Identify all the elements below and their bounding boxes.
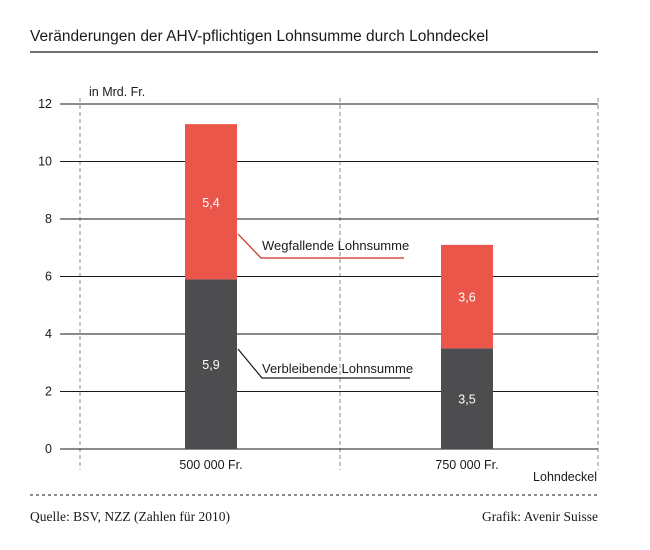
y-tick-label-0: 0 xyxy=(45,442,52,456)
x-axis-categories: 500 000 Fr. 750 000 Fr. xyxy=(179,458,498,472)
data-labels: 5,9 5,4 3,5 3,6 xyxy=(202,196,475,407)
bar-verbleibend-0 xyxy=(185,279,237,449)
data-label-wegfallend-0: 5,4 xyxy=(202,196,219,210)
series-annotations: Wegfallende Lohnsumme Verbleibende Lohnsu… xyxy=(237,233,413,379)
series-label-verbleibend: Verbleibende Lohnsumme xyxy=(262,361,413,376)
y-tick-label-6: 6 xyxy=(45,270,52,284)
y-tick-label-12: 12 xyxy=(38,97,52,111)
source-note: Quelle: BSV, NZZ (Zahlen für 2010) xyxy=(30,509,230,524)
bar-wegfallend-0 xyxy=(185,124,237,280)
y-tick-label-10: 10 xyxy=(38,155,52,169)
bar-wegfallend-1 xyxy=(441,244,493,349)
data-label-wegfallend-1: 3,6 xyxy=(458,291,475,305)
x-category-label-1: 750 000 Fr. xyxy=(435,458,498,472)
data-label-verbleibend-0: 5,9 xyxy=(202,358,219,372)
leader-line-wegfallend xyxy=(237,233,404,259)
bar-verbleibend-1 xyxy=(441,348,493,449)
data-label-verbleibend-1: 3,5 xyxy=(458,393,475,407)
y-tick-label-2: 2 xyxy=(45,385,52,399)
y-axis-unit-label: in Mrd. Fr. xyxy=(89,85,145,99)
leader-line-verbleibend xyxy=(237,348,410,379)
grid xyxy=(60,98,599,470)
y-tick-label-8: 8 xyxy=(45,212,52,226)
y-axis-ticks: 0 2 4 6 8 10 12 xyxy=(38,97,52,456)
x-category-label-0: 500 000 Fr. xyxy=(179,458,242,472)
chart-title: Veränderungen der AHV-pflichtigen Lohnsu… xyxy=(30,28,488,45)
bars xyxy=(185,124,493,449)
y-tick-label-4: 4 xyxy=(45,327,52,341)
x-axis-label: Lohndeckel xyxy=(533,470,597,484)
credit-note: Grafik: Avenir Suisse xyxy=(482,509,598,524)
series-label-wegfallend: Wegfallende Lohnsumme xyxy=(262,238,409,253)
